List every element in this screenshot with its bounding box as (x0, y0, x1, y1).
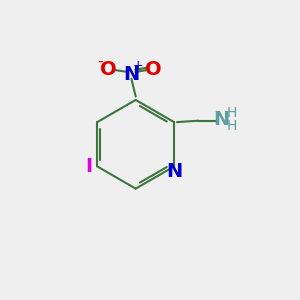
Text: N: N (166, 162, 182, 181)
Text: H: H (227, 119, 237, 134)
Text: +: + (132, 59, 143, 72)
Text: H: H (227, 106, 237, 120)
Text: N: N (213, 110, 230, 129)
Text: O: O (146, 60, 162, 80)
Text: O: O (100, 60, 116, 80)
Text: I: I (85, 157, 92, 176)
Text: N: N (123, 65, 140, 84)
Text: -: - (97, 54, 103, 69)
